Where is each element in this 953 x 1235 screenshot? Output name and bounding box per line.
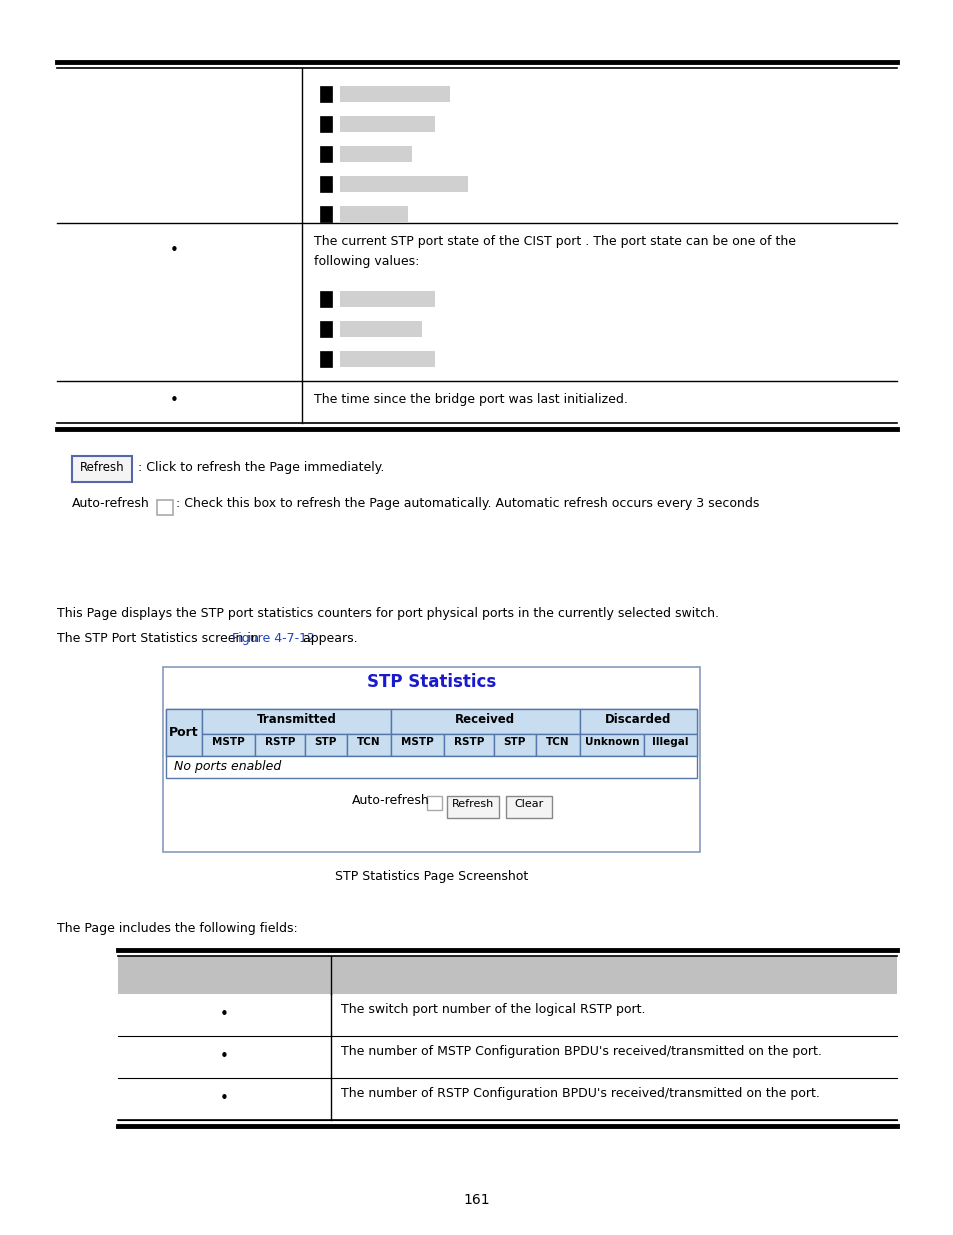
Text: The STP Port Statistics screen in: The STP Port Statistics screen in: [57, 632, 262, 645]
Text: MSTP: MSTP: [400, 737, 434, 747]
Bar: [506, 797, 552, 818]
Bar: [579, 709, 697, 734]
Text: RSTP: RSTP: [454, 737, 483, 747]
Bar: [339, 86, 450, 103]
Text: The switch port number of the logical RSTP port.: The switch port number of the logical RS…: [340, 1003, 645, 1016]
Bar: [536, 734, 579, 756]
Bar: [319, 177, 332, 191]
Bar: [166, 709, 202, 756]
Text: MSTP: MSTP: [212, 737, 245, 747]
Text: RSTP: RSTP: [264, 737, 294, 747]
Text: TCN: TCN: [545, 737, 569, 747]
Bar: [339, 291, 435, 308]
Bar: [391, 709, 579, 734]
Bar: [319, 86, 332, 103]
Text: Illegal: Illegal: [652, 737, 688, 747]
Bar: [319, 321, 332, 337]
Bar: [339, 146, 412, 162]
Bar: [319, 146, 332, 162]
Bar: [339, 351, 435, 367]
Text: •: •: [170, 243, 179, 258]
Text: This Page displays the STP port statistics counters for port physical ports in t: This Page displays the STP port statisti…: [57, 606, 719, 620]
Bar: [304, 734, 346, 756]
Text: STP: STP: [314, 737, 336, 747]
Text: Figure 4-7-12: Figure 4-7-12: [232, 632, 314, 645]
Text: •: •: [170, 393, 179, 408]
Bar: [163, 667, 700, 852]
Bar: [339, 116, 435, 132]
Text: •: •: [220, 1091, 229, 1105]
Text: Received: Received: [455, 713, 515, 726]
Bar: [579, 734, 643, 756]
Text: Clear: Clear: [515, 799, 543, 809]
Text: STP: STP: [503, 737, 525, 747]
Text: : Click to refresh the Page immediately.: : Click to refresh the Page immediately.: [138, 461, 384, 474]
Bar: [202, 709, 391, 734]
Text: No ports enabled: No ports enabled: [173, 760, 281, 773]
Bar: [254, 734, 304, 756]
Text: Discarded: Discarded: [604, 713, 671, 726]
Bar: [494, 734, 536, 756]
Bar: [166, 756, 697, 778]
Text: following values:: following values:: [314, 254, 419, 268]
Bar: [443, 734, 494, 756]
Text: The number of MSTP Configuration BPDU's received/transmitted on the port.: The number of MSTP Configuration BPDU's …: [340, 1045, 821, 1058]
Text: •: •: [220, 1049, 229, 1063]
Text: STP Statistics: STP Statistics: [367, 673, 496, 692]
Text: STP Statistics Page Screenshot: STP Statistics Page Screenshot: [335, 869, 528, 883]
Bar: [346, 734, 391, 756]
Text: 161: 161: [463, 1193, 490, 1207]
Bar: [319, 291, 332, 308]
Text: Refresh: Refresh: [80, 461, 124, 474]
Text: Auto-refresh: Auto-refresh: [351, 794, 429, 806]
Text: appears.: appears.: [298, 632, 357, 645]
Text: Auto-refresh: Auto-refresh: [71, 496, 150, 510]
Text: The number of RSTP Configuration BPDU's received/transmitted on the port.: The number of RSTP Configuration BPDU's …: [340, 1087, 819, 1100]
Bar: [339, 177, 468, 191]
Text: The time since the bridge port was last initialized.: The time since the bridge port was last …: [314, 393, 627, 406]
Text: Refresh: Refresh: [452, 799, 494, 809]
Bar: [427, 797, 442, 810]
Bar: [339, 321, 421, 337]
Text: Transmitted: Transmitted: [256, 713, 336, 726]
Text: •: •: [220, 1007, 229, 1021]
Text: Port: Port: [169, 726, 198, 739]
Text: The current STP port state of the CIST port . The port state can be one of the: The current STP port state of the CIST p…: [314, 235, 795, 248]
Text: Unknown: Unknown: [584, 737, 639, 747]
Bar: [157, 500, 172, 515]
Bar: [71, 456, 132, 482]
Bar: [643, 734, 697, 756]
Bar: [202, 734, 254, 756]
Bar: [166, 734, 697, 756]
Text: : Check this box to refresh the Page automatically. Automatic refresh occurs eve: : Check this box to refresh the Page aut…: [175, 496, 759, 510]
Bar: [118, 956, 896, 994]
Bar: [319, 116, 332, 132]
Bar: [166, 709, 697, 734]
Text: TCN: TCN: [356, 737, 380, 747]
Bar: [391, 734, 443, 756]
Bar: [339, 206, 408, 222]
Text: The Page includes the following fields:: The Page includes the following fields:: [57, 923, 297, 935]
Bar: [319, 206, 332, 222]
Bar: [319, 351, 332, 367]
Bar: [447, 797, 499, 818]
